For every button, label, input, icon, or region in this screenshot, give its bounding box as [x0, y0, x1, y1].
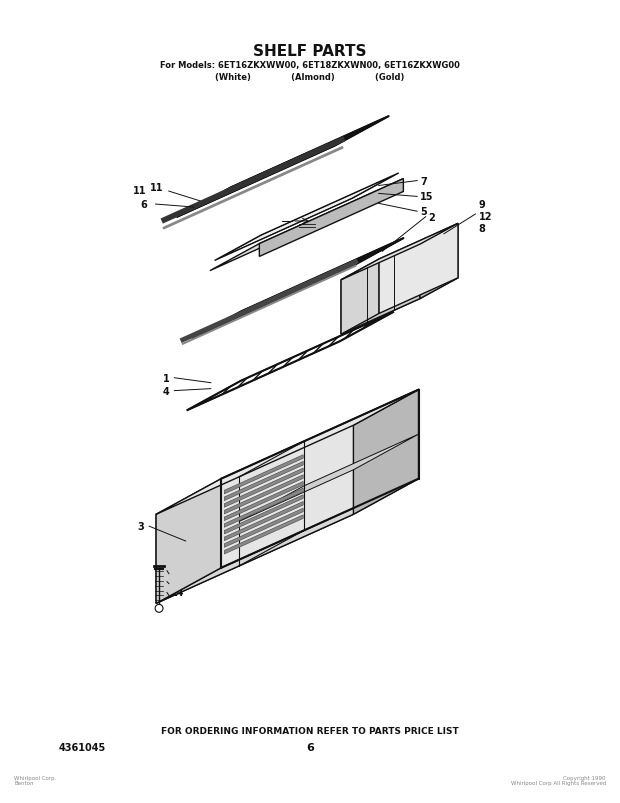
- Text: Copyright 1990
Whirlpool Corp All Rights Reserved: Copyright 1990 Whirlpool Corp All Rights…: [511, 775, 606, 785]
- Polygon shape: [341, 224, 458, 280]
- Polygon shape: [224, 468, 303, 507]
- Text: Whirlpool Corp.
Benton: Whirlpool Corp. Benton: [14, 775, 56, 785]
- Polygon shape: [156, 479, 221, 604]
- Text: For Models: 6ET16ZKXWW00, 6ET18ZKXWN00, 6ET16ZKXWG00: For Models: 6ET16ZKXWW00, 6ET18ZKXWN00, …: [160, 61, 460, 70]
- Polygon shape: [420, 224, 458, 300]
- Polygon shape: [224, 475, 303, 514]
- Text: 4361045: 4361045: [58, 743, 105, 752]
- Polygon shape: [239, 434, 418, 522]
- Polygon shape: [341, 279, 458, 335]
- Text: 14: 14: [171, 588, 184, 597]
- Text: 8: 8: [479, 223, 485, 234]
- Polygon shape: [156, 426, 353, 604]
- Circle shape: [155, 605, 163, 613]
- Text: 12: 12: [479, 212, 492, 222]
- Polygon shape: [177, 117, 389, 218]
- Text: 13: 13: [171, 577, 184, 587]
- Polygon shape: [341, 259, 379, 335]
- Polygon shape: [224, 455, 303, 495]
- Polygon shape: [224, 502, 303, 541]
- Text: 2: 2: [428, 213, 435, 222]
- Polygon shape: [224, 516, 303, 554]
- Polygon shape: [224, 482, 303, 521]
- Text: 1: 1: [162, 373, 169, 383]
- Polygon shape: [224, 462, 303, 501]
- Polygon shape: [224, 508, 303, 548]
- Polygon shape: [177, 153, 310, 218]
- Polygon shape: [379, 224, 458, 314]
- Text: 7: 7: [420, 177, 427, 186]
- Polygon shape: [156, 479, 419, 604]
- Text: (White)              (Almond)              (Gold): (White) (Almond) (Gold): [215, 73, 405, 82]
- Polygon shape: [215, 173, 399, 261]
- Text: 11: 11: [149, 183, 202, 202]
- Text: 9: 9: [479, 200, 485, 210]
- Text: 11: 11: [133, 186, 147, 196]
- Text: SHELF PARTS: SHELF PARTS: [253, 44, 367, 59]
- Polygon shape: [192, 238, 404, 339]
- Text: 4: 4: [162, 386, 169, 396]
- Polygon shape: [353, 390, 418, 515]
- Polygon shape: [156, 390, 419, 515]
- Text: 6: 6: [306, 743, 314, 752]
- Polygon shape: [224, 488, 303, 528]
- Text: FOR ORDERING INFORMATION REFER TO PARTS PRICE LIST: FOR ORDERING INFORMATION REFER TO PARTS …: [161, 726, 459, 735]
- Text: 5: 5: [420, 207, 427, 217]
- Text: 8: 8: [171, 566, 178, 576]
- Polygon shape: [259, 179, 404, 257]
- Polygon shape: [341, 245, 420, 335]
- Text: 15: 15: [420, 192, 433, 202]
- Text: 3: 3: [138, 521, 144, 532]
- Polygon shape: [221, 390, 418, 568]
- Text: 6: 6: [140, 200, 147, 210]
- Polygon shape: [224, 495, 303, 534]
- Polygon shape: [210, 179, 404, 271]
- Polygon shape: [187, 312, 394, 411]
